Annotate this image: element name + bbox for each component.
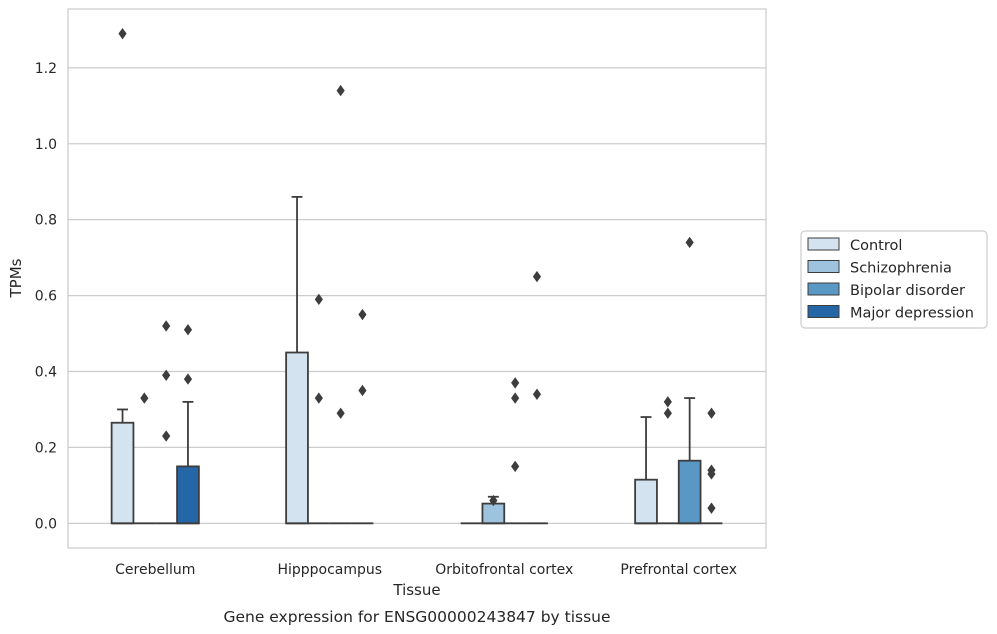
legend: Control Schizophrenia Bipolar disorder Majo… — [800, 230, 988, 329]
y-tick-label: 1.0 — [35, 137, 57, 153]
box-group — [329, 84, 352, 525]
outlier-point — [314, 293, 323, 306]
outlier-point — [532, 270, 542, 283]
x-tick-label: Hipppocampus — [277, 562, 382, 578]
legend-label: Major depression — [850, 306, 974, 322]
x-tick-label: Prefrontal cortex — [620, 562, 737, 578]
outlier-point — [183, 324, 193, 336]
legend-swatch — [807, 305, 840, 318]
legend-swatch — [807, 282, 840, 296]
box-group — [677, 236, 702, 525]
box-group — [656, 396, 679, 525]
y-tick-label: 0.8 — [35, 213, 57, 229]
outlier-point — [162, 369, 171, 381]
outlier-point — [336, 407, 345, 419]
legend-label: Control — [850, 238, 902, 254]
box-group — [634, 416, 658, 525]
box-group — [110, 27, 135, 525]
legend-swatch — [807, 260, 840, 273]
plot-frame — [67, 8, 767, 549]
grid-lines — [68, 67, 766, 524]
boxes — [110, 27, 723, 525]
outlier-point — [118, 27, 127, 40]
box — [481, 502, 506, 525]
box-group — [307, 293, 330, 525]
box-group — [700, 407, 723, 525]
outlier-point — [511, 392, 520, 404]
box-group — [481, 494, 506, 525]
y-tick-label: 1.2 — [35, 61, 57, 77]
box-group — [526, 270, 548, 525]
outlier-point — [511, 460, 520, 473]
outlier-point — [162, 320, 171, 332]
y-axis-label: TPMs — [7, 258, 25, 298]
legend-label: Bipolar disorder — [850, 283, 965, 299]
outlier-point — [489, 494, 498, 507]
outlier-point — [511, 377, 520, 389]
outlier-point — [140, 392, 149, 404]
box — [634, 478, 658, 525]
outlier-point — [358, 384, 367, 397]
outlier-point — [685, 236, 694, 249]
outlier-point — [358, 308, 367, 321]
outlier-point — [183, 373, 193, 385]
box — [110, 421, 135, 525]
box-group — [285, 195, 309, 525]
outlier-point — [663, 407, 672, 419]
box-group — [133, 392, 156, 525]
legend-swatch — [807, 237, 840, 251]
outlier-point — [707, 502, 716, 514]
outlier-point — [663, 396, 672, 408]
outlier-point — [336, 84, 345, 97]
box-group — [155, 320, 178, 525]
y-tick-label: 0.2 — [35, 440, 57, 456]
y-tick-label: 0.6 — [35, 289, 57, 305]
legend-frame — [800, 230, 988, 329]
chart-caption: Gene expression for ENSG00000243847 by t… — [223, 608, 610, 626]
y-tick-label: 0.4 — [35, 364, 57, 380]
plot-background — [68, 9, 766, 548]
box — [285, 351, 309, 525]
outlier-point — [532, 388, 542, 400]
box — [176, 465, 200, 525]
legend-label: Schizophrenia — [850, 261, 952, 277]
outlier-point — [707, 407, 716, 419]
x-tick-labels: Cerebellum Hipppocampus Orbitofrontal cort… — [115, 562, 737, 578]
box — [677, 459, 702, 525]
y-tick-labels: 0.0 0.2 0.4 0.6 0.8 1.0 1.2 — [35, 61, 57, 532]
y-tick-label: 0.0 — [35, 516, 57, 532]
outlier-point — [707, 468, 716, 480]
x-tick-label: Cerebellum — [115, 562, 195, 578]
x-axis-label: Tissue — [392, 581, 440, 599]
box-group — [504, 377, 527, 525]
outlier-point — [162, 430, 171, 442]
box-group — [351, 308, 374, 525]
x-tick-label: Orbitofrontal cortex — [435, 562, 573, 578]
box-group — [176, 324, 200, 525]
outlier-point — [314, 392, 323, 404]
